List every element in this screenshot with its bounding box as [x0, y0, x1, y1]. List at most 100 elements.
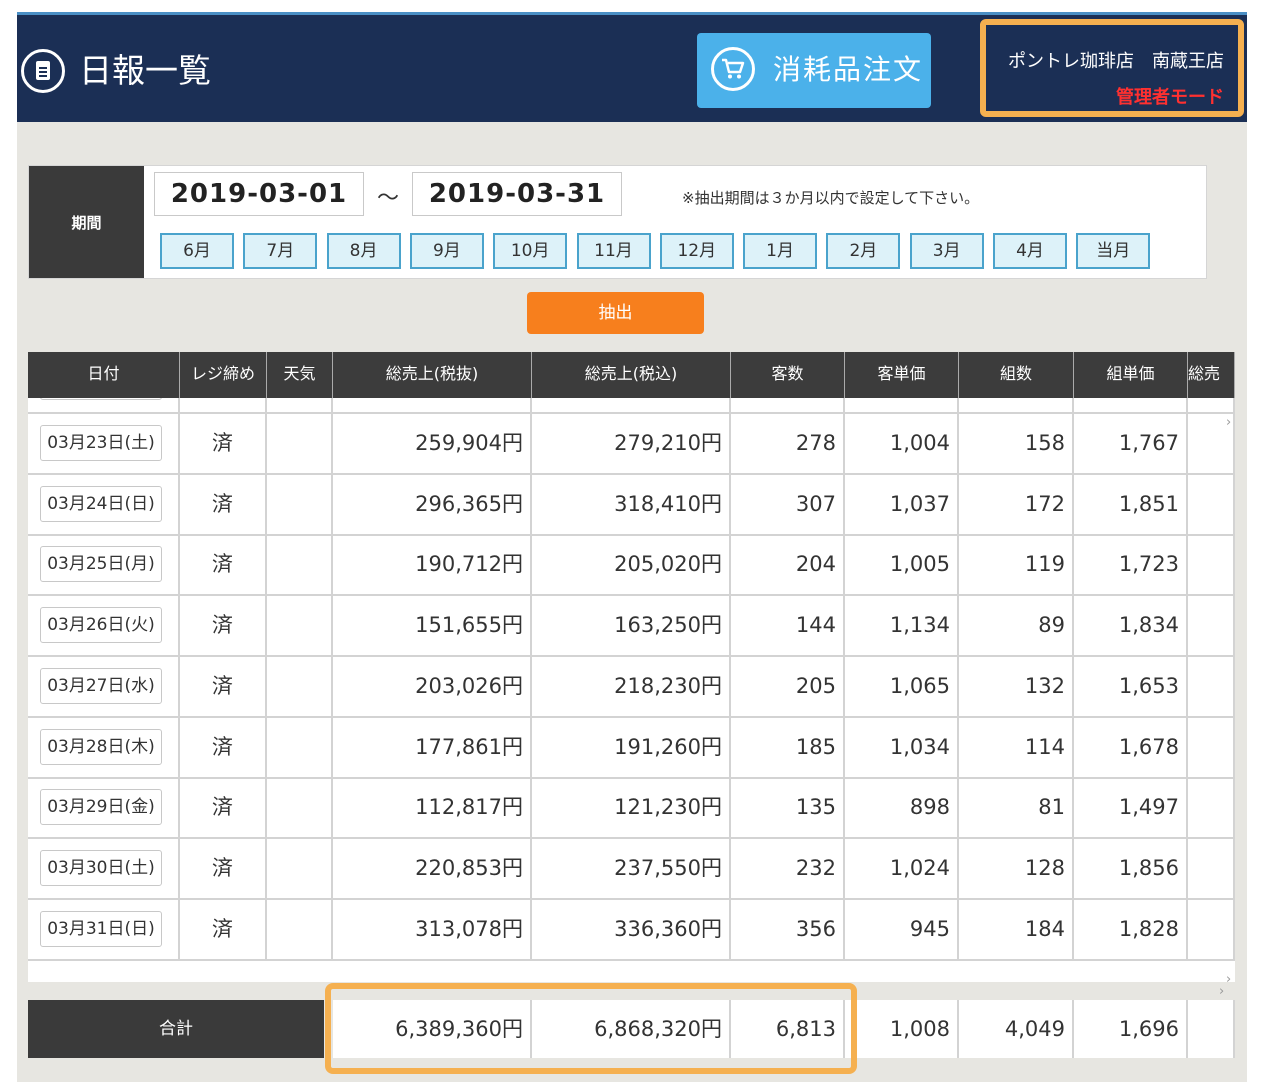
cell-sales-in-tax: 237,550円	[532, 838, 731, 898]
cell-avg-per-customer: 898	[845, 778, 959, 838]
month-button[interactable]: 3月	[909, 233, 984, 269]
cell-total-sales	[1188, 474, 1235, 534]
table-row[interactable]: 03月27日(水) 済 203,026円 218,230円 205 1,065 132 1,6…	[28, 656, 1235, 718]
cell-avg-per-group: 1,767	[1074, 414, 1188, 473]
date-button[interactable]: 03月30日(土)	[40, 849, 162, 886]
cell-date: 03月30日(土)	[28, 838, 180, 898]
column-header-avg-per-customer: 客単価	[845, 352, 959, 398]
month-button[interactable]: 8月	[326, 233, 401, 269]
scroll-up-arrow[interactable]: ›	[1226, 415, 1232, 430]
month-button[interactable]: 4月	[993, 233, 1067, 269]
cell-sales-ex-tax: 313,078円	[333, 899, 532, 959]
cell-date: 03月23日(土)	[28, 414, 180, 473]
cell-customers: 278	[731, 414, 845, 473]
table-row[interactable]: 03月23日(土) 済 259,904円 279,210円 278 1,004 158 1,7…	[28, 414, 1235, 475]
cell-customers: 232	[731, 838, 845, 898]
total-label: 合計	[28, 1000, 324, 1058]
date-button[interactable]: 03月25日(月)	[40, 546, 162, 583]
page-title: 日報一覧	[79, 51, 211, 90]
table-row[interactable]: 03月28日(木) 済 177,861円 191,260円 185 1,034 114 1,6…	[28, 717, 1235, 779]
cell-sales-in-tax: 121,230円	[532, 778, 731, 838]
store-name: ポントレ珈琲店 南蔵王店	[1008, 51, 1224, 72]
date-range-separator: ～	[377, 186, 400, 211]
cell-register-close: 済	[180, 398, 267, 412]
table-row[interactable]: 03月31日(日) 済 313,078円 336,360円 356 945 184 1,828	[28, 899, 1235, 961]
cell-customers: 185	[731, 717, 845, 777]
month-button[interactable]: 1月	[743, 233, 818, 269]
cell-sales-ex-tax: 177,861円	[333, 717, 532, 777]
cell-avg-per-group: 1,787	[1074, 398, 1188, 412]
table-row[interactable]: 03月22日(金) 済 184,368円198,322円1851,0721111,7…	[28, 398, 1235, 414]
cell-groups: 111	[959, 398, 1074, 412]
end-date-input[interactable]: 2019-03-31	[412, 172, 622, 216]
cell-avg-per-group: 1,828	[1074, 899, 1188, 959]
cell-date: 03月28日(木)	[28, 717, 180, 777]
supplies-order-button[interactable]: 消耗品注文	[697, 33, 931, 108]
month-button[interactable]: 当月	[1076, 233, 1151, 269]
scroll-right-arrow[interactable]: ›	[1219, 984, 1225, 999]
month-button[interactable]: 12月	[659, 233, 734, 269]
cell-groups: 89	[959, 596, 1074, 656]
date-button[interactable]: 03月31日(日)	[40, 910, 162, 947]
column-header-register-close: レジ締め	[180, 352, 267, 398]
cell-total-sales	[1188, 656, 1235, 716]
cell-avg-per-customer: 1,034	[845, 717, 959, 777]
date-button[interactable]: 03月26日(火)	[40, 607, 162, 644]
table-row[interactable]: 03月24日(日) 済 296,365円 318,410円 307 1,037 172 1,8…	[28, 474, 1235, 536]
table-row[interactable]: 03月30日(土) 済 220,853円 237,550円 232 1,024 128 1,8…	[28, 838, 1235, 900]
cell-weather	[267, 474, 333, 534]
cell-weather	[267, 717, 333, 777]
cell-weather	[267, 656, 333, 716]
column-header-date: 日付	[28, 352, 180, 398]
supplies-order-label: 消耗品注文	[773, 53, 924, 86]
cell-avg-per-customer: 1,005	[845, 535, 959, 595]
total-avg-per-group: 1,696	[1074, 1000, 1188, 1058]
start-date-input[interactable]: 2019-03-01	[154, 172, 364, 216]
cell-avg-per-group: 1,678	[1074, 717, 1188, 777]
cell-date: 03月27日(水)	[28, 656, 180, 716]
cell-avg-per-customer: 945	[845, 899, 959, 959]
cell-avg-per-customer: 1,065	[845, 656, 959, 716]
table-row[interactable]: 03月29日(金) 済 112,817円 121,230円 135 898 81 1,497	[28, 778, 1235, 840]
cell-avg-per-group: 1,851	[1074, 474, 1188, 534]
date-button[interactable]: 03月29日(金)	[40, 789, 162, 826]
cell-sales-ex-tax: 203,026円	[333, 656, 532, 716]
table-row[interactable]: 03月25日(月) 済 190,712円 205,020円 204 1,005 119 1,7…	[28, 535, 1235, 597]
total-row: 合計 6,389,360円 6,868,320円 6,813 1,008 4,049 1,…	[28, 1000, 1235, 1058]
month-button[interactable]: 9月	[409, 233, 484, 269]
cell-sales-ex-tax: 184,368円	[333, 398, 532, 412]
table-body[interactable]: 03月22日(金)済184,368円198,322円1851,0721111,7…	[28, 398, 1235, 982]
cell-avg-per-group: 1,653	[1074, 656, 1188, 716]
month-button[interactable]: 2月	[826, 233, 901, 269]
month-button[interactable]: 11月	[576, 233, 651, 269]
cell-avg-per-group: 1,856	[1074, 838, 1188, 898]
date-button[interactable]: 03月22日(金)	[40, 398, 162, 400]
date-button[interactable]: 03月24日(日)	[40, 485, 162, 522]
date-button[interactable]: 03月27日(水)	[40, 667, 162, 704]
date-button[interactable]: 03月28日(木)	[40, 728, 162, 765]
cell-avg-per-customer: 1,072	[845, 398, 959, 412]
month-button[interactable]: 7月	[243, 233, 318, 269]
cell-avg-per-customer: 1,134	[845, 596, 959, 656]
cell-avg-per-customer: 1,037	[845, 474, 959, 534]
month-button[interactable]: 6月	[160, 233, 234, 269]
cell-sales-in-tax: 336,360円	[532, 899, 731, 959]
cell-register-close: 済	[180, 535, 267, 595]
cell-avg-per-group: 1,497	[1074, 778, 1188, 838]
cell-sales-ex-tax: 190,712円	[333, 535, 532, 595]
period-label: 期間	[29, 166, 144, 278]
date-button[interactable]: 03月23日(土)	[40, 425, 162, 461]
scroll-down-arrow[interactable]: ›	[1226, 972, 1232, 982]
cell-total-sales	[1188, 778, 1235, 838]
cell-sales-in-tax: 198,322円	[532, 398, 731, 412]
column-header-total-sales: 総売	[1188, 352, 1235, 398]
cell-sales-ex-tax: 112,817円	[333, 778, 532, 838]
extract-button[interactable]: 抽出	[527, 292, 704, 334]
table-row[interactable]: 03月26日(火) 済 151,655円 163,250円 144 1,134 89 1,83…	[28, 596, 1235, 658]
cell-date: 03月22日(金)	[28, 398, 180, 412]
cell-customers: 185	[731, 398, 845, 412]
cell-customers: 135	[731, 778, 845, 838]
column-header-avg-per-group: 組単価	[1074, 352, 1188, 398]
month-button[interactable]: 10月	[493, 233, 568, 269]
cell-date: 03月25日(月)	[28, 535, 180, 595]
